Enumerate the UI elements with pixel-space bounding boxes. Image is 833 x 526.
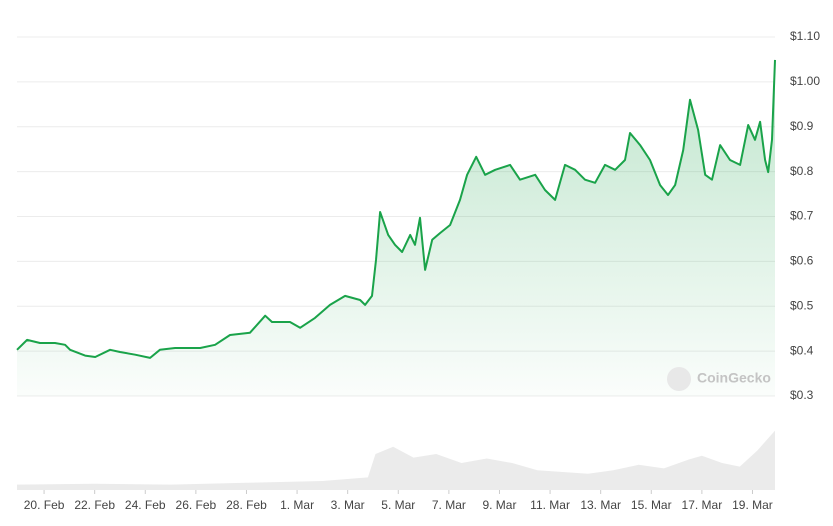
watermark: CoinGecko: [697, 370, 771, 386]
watermark-logo: [667, 367, 691, 391]
y-tick-label: $0.4: [790, 343, 814, 357]
x-tick-label: 13. Mar: [580, 498, 621, 512]
x-tick-label: 9. Mar: [482, 498, 516, 512]
y-tick-label: $0.7: [790, 209, 814, 223]
x-tick-label: 20. Feb: [24, 498, 65, 512]
x-tick-label: 1. Mar: [280, 498, 314, 512]
y-tick-label: $0.3: [790, 388, 814, 402]
x-tick-label: 15. Mar: [631, 498, 672, 512]
volume-area: [17, 430, 775, 490]
plot: [16, 59, 776, 490]
price-area: [17, 59, 775, 397]
y-tick-label: $0.6: [790, 254, 814, 268]
y-tick-label: $0.9: [790, 119, 814, 133]
x-tick-label: 19. Mar: [732, 498, 773, 512]
x-tick-label: 3. Mar: [331, 498, 365, 512]
price-line: [16, 59, 776, 359]
x-tick-label: 7. Mar: [432, 498, 466, 512]
y-tick-label: $0.5: [790, 298, 814, 312]
x-tick-label: 17. Mar: [682, 498, 723, 512]
y-tick-label: $1.10: [790, 29, 820, 43]
x-tick-label: 24. Feb: [125, 498, 166, 512]
x-tick-label: 5. Mar: [381, 498, 415, 512]
x-tick-label: 22. Feb: [74, 498, 115, 512]
x-tick-label: 26. Feb: [176, 498, 217, 512]
x-tick-label: 11. Mar: [530, 498, 570, 512]
x-tick-label: 28. Feb: [226, 498, 267, 512]
y-tick-label: $0.8: [790, 164, 814, 178]
grid: [17, 36, 775, 494]
y-tick-label: $1.00: [790, 74, 820, 88]
